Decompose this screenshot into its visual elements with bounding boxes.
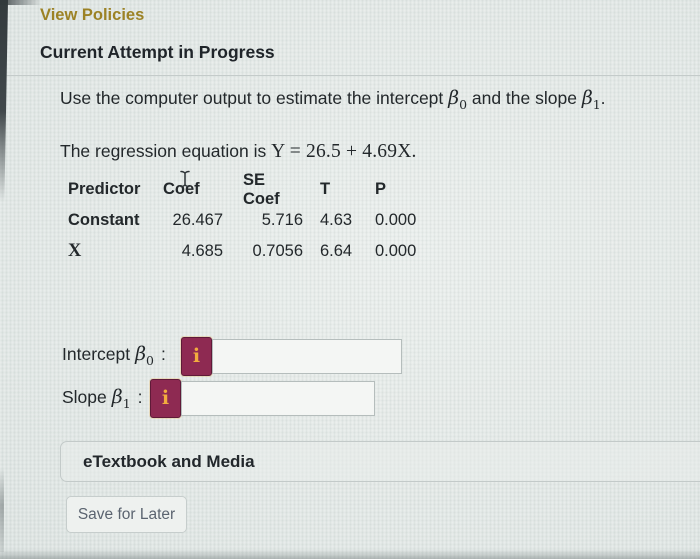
slope-label: Slope β1: <box>62 386 143 411</box>
save-for-later-button[interactable]: Save for Later <box>66 496 187 533</box>
col-header-se-coef: SE Coef <box>243 170 280 208</box>
photo-edge-shadow-left <box>0 0 8 202</box>
beta1-subscript: 1 <box>122 395 131 411</box>
beta-glyph: β <box>581 87 593 109</box>
col-header-coef: Coef <box>163 180 200 198</box>
beta-glyph: β <box>448 87 460 109</box>
view-policies-link[interactable]: View Policies <box>40 6 145 24</box>
etextbook-section-header[interactable]: eTextbook and Media <box>60 441 700 482</box>
col-header-p: P <box>375 180 387 198</box>
table-cell-coef: 4.685 <box>181 242 223 260</box>
beta0-symbol: β0 <box>448 87 467 112</box>
question-text: Use the computer output to estimate the … <box>60 86 606 112</box>
regression-equation: The regression equation is Y = 26.5 + 4.… <box>60 137 417 166</box>
beta1-symbol: β1 <box>111 386 131 411</box>
table-cell-se-coef: 5.716 <box>261 211 303 229</box>
beta1-subscript: 1 <box>592 96 601 112</box>
computer-output-table: Predictor Coef SE Coef T P Constant 26.4… <box>68 170 425 267</box>
photo-edge-shadow-top <box>0 0 42 5</box>
photo-edge-shadow-left-bottom <box>0 468 4 552</box>
info-icon: i <box>161 387 170 409</box>
beta-glyph: β <box>111 386 123 408</box>
table-cell-t: 4.63 <box>320 211 353 229</box>
intercept-info-button[interactable]: i <box>181 337 212 376</box>
beta1-symbol: β1 <box>581 87 601 112</box>
beta0-symbol: β0 <box>135 343 154 368</box>
beta0-subscript: 0 <box>146 352 154 368</box>
slope-info-button[interactable]: i <box>150 379 181 418</box>
question-period: . <box>600 88 606 108</box>
beta0-subscript: 0 <box>459 96 467 112</box>
slope-label-text: Slope <box>62 387 107 407</box>
col-header-t: T <box>320 180 331 198</box>
slope-answer-input[interactable] <box>181 381 375 416</box>
question-part2: and the slope <box>467 88 582 108</box>
photo-edge-shadow-bottom <box>0 549 700 559</box>
slope-colon: : <box>137 387 143 407</box>
equation-prefix: The regression equation is <box>60 141 272 161</box>
etextbook-label: eTextbook and Media <box>83 451 255 471</box>
table-cell-p: 0.000 <box>375 211 417 229</box>
current-attempt-heading: Current Attempt in Progress <box>40 42 275 62</box>
table-cell-predictor: X <box>68 241 82 261</box>
col-header-predictor: Predictor <box>68 180 141 198</box>
table-cell-se-coef: 0.7056 <box>252 242 303 260</box>
question-part1: Use the computer output to estimate the … <box>60 88 449 108</box>
intercept-label-text: Intercept <box>62 344 131 364</box>
table-cell-p: 0.000 <box>375 242 417 260</box>
intercept-answer-input[interactable] <box>212 339 402 374</box>
beta-glyph: β <box>135 343 147 365</box>
intercept-colon: : <box>160 344 166 364</box>
table-cell-coef: 26.467 <box>172 211 223 229</box>
table-cell-t: 6.64 <box>320 242 353 260</box>
header-divider <box>0 75 700 76</box>
table-cell-predictor: Constant <box>68 211 140 229</box>
equation-math: Y = 26.5 + 4.69X. <box>271 141 417 162</box>
info-icon: i <box>192 345 201 367</box>
intercept-label: Intercept β0: <box>62 343 166 368</box>
